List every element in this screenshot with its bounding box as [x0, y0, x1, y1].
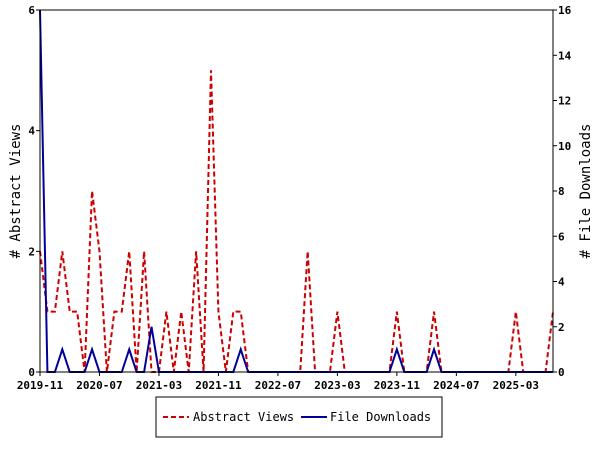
x-tick-label: 2024-07 — [433, 379, 479, 392]
x-tick-label: 2025-03 — [493, 379, 539, 392]
y-right-tick-label: 8 — [558, 185, 565, 198]
series-line-file-downloads — [39, 9, 553, 373]
x-tick-label: 2023-11 — [374, 379, 421, 392]
y-right-tick-label: 4 — [558, 276, 565, 289]
legend-box — [155, 396, 443, 438]
x-tick-label: 2023-03 — [314, 379, 360, 392]
y-axis-right-title: # File Downloads — [578, 124, 594, 259]
plot-frame — [39, 9, 554, 373]
y-left-tick-label: 6 — [28, 4, 35, 17]
x-tick-label: 2020-07 — [76, 379, 122, 392]
y-left-tick-label: 4 — [28, 125, 35, 138]
x-tick-label: 2022-07 — [255, 379, 301, 392]
x-tick-label: 2021-03 — [136, 379, 182, 392]
y-right-tick-label: 16 — [558, 4, 572, 17]
legend: Abstract Views File Downloads — [155, 396, 443, 438]
y-axis-left-title: # Abstract Views — [8, 124, 24, 259]
legend-label-abstract-views: Abstract Views — [193, 410, 294, 424]
y-right-tick-label: 2 — [558, 321, 565, 334]
y-right-tick-label: 10 — [558, 140, 571, 153]
y-left-tick-label: 2 — [28, 245, 35, 258]
axes: 0 2 4 6 0 2 4 6 8 10 12 14 16 2019-11 2020-07 2021-03 20… — [17, 4, 572, 392]
y-right-tick-label: 6 — [558, 230, 565, 243]
y-left-tick-label: 0 — [28, 366, 35, 379]
plot-area — [39, 9, 554, 373]
y-right-tick-label: 14 — [558, 49, 572, 62]
x-tick-label: 2021-11 — [195, 379, 242, 392]
series-line-abstract-views — [39, 70, 554, 373]
y-right-tick-label: 0 — [558, 366, 565, 379]
y-right-tick-label: 12 — [558, 95, 571, 108]
x-tick-label: 2019-11 — [17, 379, 64, 392]
legend-label-file-downloads: File Downloads — [330, 410, 431, 424]
